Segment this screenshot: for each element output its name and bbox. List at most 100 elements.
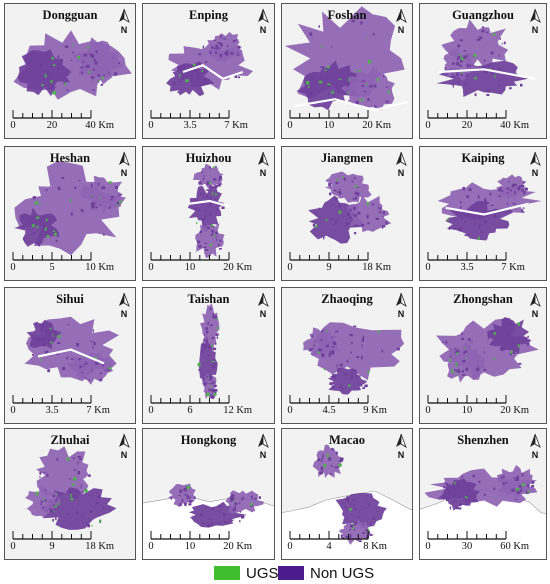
land-cover-speck	[483, 351, 485, 354]
land-cover-speck	[114, 72, 118, 76]
land-cover-speck	[36, 338, 40, 342]
land-cover-speck	[465, 357, 467, 359]
land-cover-speck	[209, 166, 211, 169]
land-cover-speck	[81, 513, 84, 516]
land-cover-speck	[348, 508, 352, 511]
city-map-taishan	[197, 303, 220, 400]
land-cover-speck	[511, 488, 515, 492]
land-cover-speck	[484, 71, 488, 73]
land-cover-speck	[464, 347, 466, 349]
north-arrow-icon: N	[393, 292, 409, 319]
scale-label: 4	[326, 541, 332, 552]
land-cover-speck	[315, 213, 317, 216]
scale-label: 20 Km	[223, 262, 253, 273]
north-arrow-icon: N	[527, 433, 543, 460]
land-cover-speck	[55, 239, 58, 242]
land-cover-speck	[441, 341, 444, 343]
city-map-enping	[166, 31, 254, 97]
land-cover-speck	[352, 499, 356, 501]
north-arrow-icon: N	[527, 151, 543, 178]
land-cover-speck	[93, 58, 96, 62]
land-cover-speck	[50, 235, 52, 237]
map-panel-heshan: Heshan N 0 5 10 Km	[4, 146, 136, 281]
land-cover-speck	[219, 248, 222, 250]
land-cover-speck	[508, 181, 510, 183]
land-cover-speck	[88, 474, 91, 477]
land-cover-speck	[190, 69, 193, 72]
land-cover-speck	[347, 92, 349, 94]
land-cover-speck	[69, 478, 71, 480]
urban-area	[36, 446, 89, 502]
land-cover-speck	[219, 505, 223, 509]
land-cover-speck	[221, 206, 225, 209]
land-cover-speck	[203, 339, 206, 341]
land-cover-speck	[40, 323, 43, 326]
scale-bar: 0 10 20 Km	[148, 529, 252, 555]
city-map-zhaoqing	[303, 322, 405, 395]
scale-label: 0	[287, 541, 293, 552]
land-cover-speck	[199, 230, 203, 234]
land-cover-speck	[351, 341, 353, 344]
land-cover-speck	[96, 50, 98, 54]
land-cover-speck	[212, 380, 215, 383]
land-cover-speck	[502, 190, 504, 192]
land-cover-speck	[225, 51, 227, 55]
urban-area	[72, 37, 123, 85]
land-cover-speck	[523, 192, 526, 195]
city-map-kaiping	[437, 174, 542, 241]
land-cover-speck	[496, 339, 498, 343]
land-cover-speck	[203, 174, 205, 178]
land-cover-speck	[325, 330, 328, 332]
scale-label: 0	[287, 262, 293, 273]
land-cover-speck	[499, 331, 502, 333]
land-cover-speck	[102, 364, 105, 367]
map-panel-zhuhai: Zhuhai N 0 9 18 Km	[4, 428, 136, 560]
land-cover-speck	[340, 383, 344, 386]
land-cover-speck	[522, 207, 525, 209]
land-cover-speck	[321, 330, 324, 333]
panel-title: Guangzhou	[452, 8, 514, 22]
land-cover-speck	[209, 307, 212, 311]
land-cover-speck	[198, 62, 202, 66]
land-cover-speck	[117, 194, 121, 196]
land-cover-speck	[356, 376, 358, 380]
land-cover-speck	[211, 344, 213, 348]
land-cover-speck	[44, 350, 48, 354]
land-cover-speck	[94, 357, 97, 361]
svg-text:N: N	[532, 450, 539, 459]
land-cover-speck	[204, 249, 209, 251]
land-cover-speck	[361, 80, 365, 82]
land-cover-speck	[213, 315, 217, 319]
city-map-heshan	[14, 161, 126, 256]
scale-label: 20 Km	[500, 405, 530, 416]
land-cover-speck	[53, 230, 55, 232]
land-cover-speck	[451, 75, 455, 78]
land-cover-speck	[118, 62, 120, 64]
land-cover-speck	[513, 183, 518, 186]
north-arrow-icon: N	[255, 433, 271, 460]
land-cover-speck	[210, 324, 213, 327]
map-panel-zhongshan: Zhongshan N 0 10 20 Km	[419, 287, 547, 424]
land-cover-speck	[56, 497, 58, 501]
panel-title: Jiangmen	[320, 151, 374, 165]
land-cover-speck	[448, 227, 450, 230]
land-cover-speck	[76, 510, 79, 515]
land-cover-speck	[320, 466, 324, 469]
land-cover-speck	[531, 481, 535, 484]
map-panel-hongkong: Hongkong N 0 10 20 Km	[142, 428, 275, 560]
land-cover-speck	[354, 528, 356, 531]
land-cover-speck	[457, 493, 459, 495]
land-cover-speck	[97, 495, 101, 499]
land-cover-speck	[94, 61, 98, 65]
land-cover-speck	[231, 494, 235, 497]
land-cover-speck	[72, 457, 75, 459]
land-cover-speck	[460, 217, 464, 220]
land-cover-speck	[73, 521, 75, 523]
land-cover-speck	[30, 219, 33, 223]
land-cover-speck	[339, 191, 342, 195]
land-cover-speck	[77, 461, 79, 465]
land-cover-speck	[48, 323, 51, 325]
land-cover-speck	[204, 61, 208, 63]
land-cover-speck	[396, 347, 400, 351]
land-cover-speck	[498, 188, 502, 192]
